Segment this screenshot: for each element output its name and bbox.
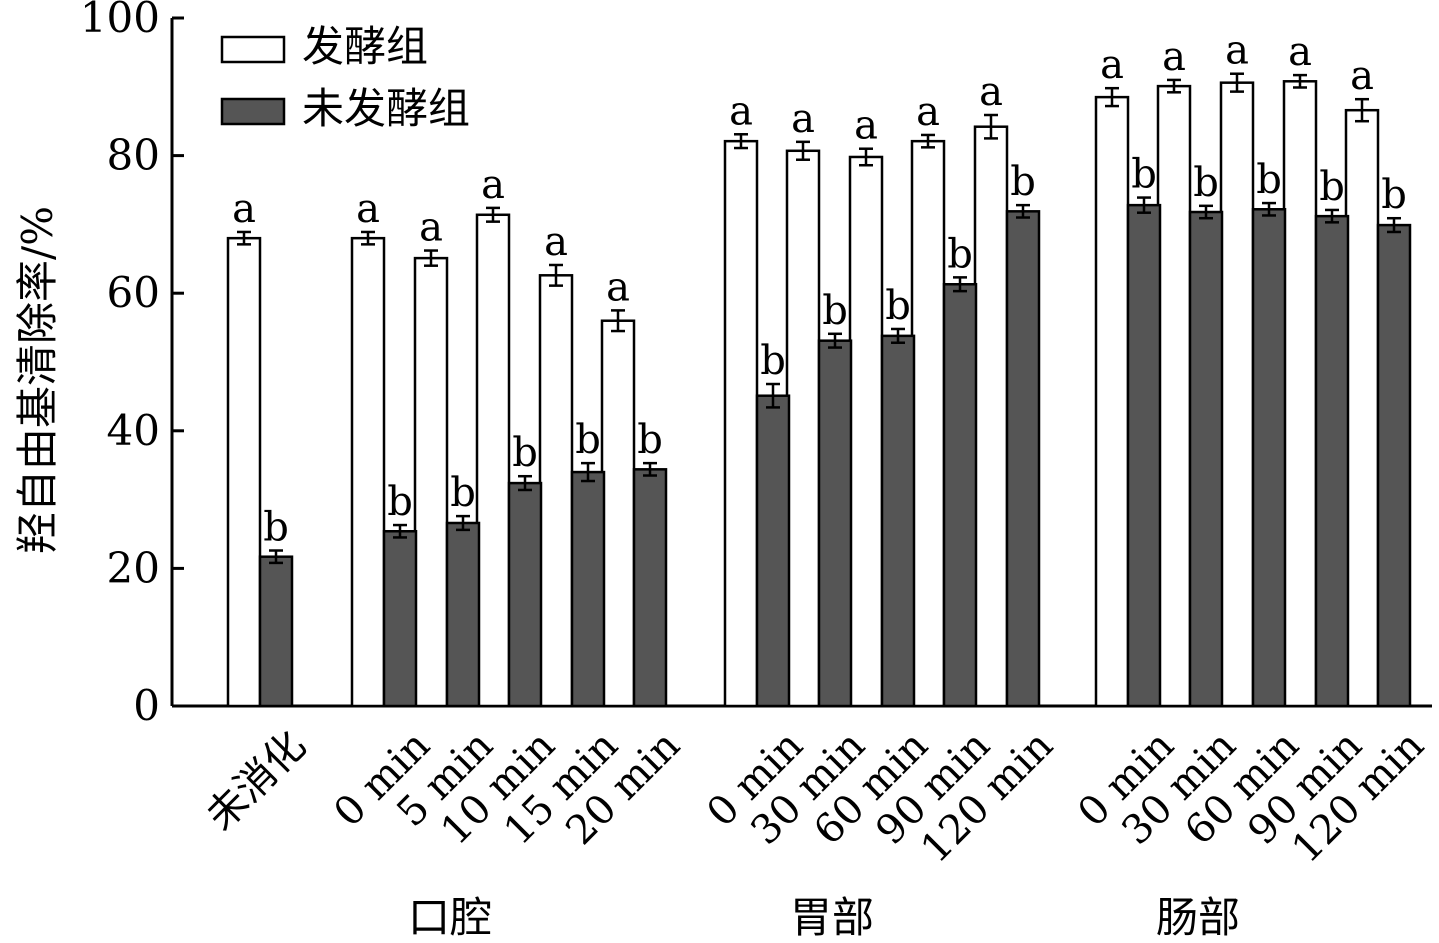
significance-label: b xyxy=(1256,157,1282,203)
bar-fermented xyxy=(848,155,884,708)
bar-unfermented xyxy=(755,394,791,708)
bar-unfermented xyxy=(632,468,668,708)
significance-label: a xyxy=(606,264,630,310)
bar-fermented xyxy=(973,125,1009,708)
significance-label: a xyxy=(544,219,568,265)
legend-swatch-unfermented xyxy=(220,97,286,126)
significance-label: b xyxy=(1131,152,1157,198)
significance-label: b xyxy=(760,338,786,384)
bar-unfermented xyxy=(817,339,853,708)
y-tick-label: 100 xyxy=(80,0,160,42)
bar-fermented xyxy=(723,139,759,708)
significance-label: a xyxy=(1288,29,1312,75)
significance-label: b xyxy=(1193,160,1219,206)
y-tick-label: 0 xyxy=(133,681,160,730)
bar-fermented xyxy=(910,139,946,708)
category-label: 未消化 xyxy=(197,722,314,839)
bar-unfermented xyxy=(1251,208,1287,708)
bar-fermented xyxy=(538,274,574,708)
significance-label: a xyxy=(1100,42,1124,88)
significance-label: b xyxy=(450,470,476,516)
significance-label: a xyxy=(1350,53,1374,99)
significance-label: b xyxy=(387,479,413,525)
significance-label: b xyxy=(822,288,848,334)
bar-fermented xyxy=(475,213,511,708)
significance-label: b xyxy=(512,430,538,476)
bar-fermented xyxy=(600,319,636,708)
bar-unfermented xyxy=(507,481,543,708)
group-label: 口腔 xyxy=(408,893,492,942)
bar-unfermented xyxy=(570,470,606,708)
group-label: 胃部 xyxy=(790,893,874,942)
significance-label: a xyxy=(419,205,443,251)
bar-unfermented xyxy=(445,521,481,708)
significance-label: a xyxy=(1225,28,1249,74)
bar-fermented xyxy=(785,149,821,708)
bar-fermented xyxy=(1219,81,1255,708)
y-tick-label: 60 xyxy=(107,268,160,317)
legend-label: 发酵组 xyxy=(302,22,428,71)
significance-label: a xyxy=(854,103,878,149)
significance-label: b xyxy=(575,417,601,463)
y-tick-label: 40 xyxy=(107,406,160,455)
significance-label: b xyxy=(637,417,663,463)
bar-unfermented xyxy=(880,334,916,708)
bar-fermented xyxy=(1282,80,1318,708)
significance-label: b xyxy=(1319,164,1345,210)
bar-fermented xyxy=(350,236,386,708)
bar-fermented xyxy=(1094,95,1130,708)
bar-unfermented xyxy=(1126,203,1162,708)
significance-label: b xyxy=(1381,172,1407,218)
significance-label: a xyxy=(356,186,380,232)
y-tick-label: 80 xyxy=(107,131,160,180)
bar-unfermented xyxy=(1314,214,1350,708)
y-axis-label: 羟自由基清除率/% xyxy=(13,206,62,554)
significance-label: a xyxy=(729,88,753,134)
group-label: 肠部 xyxy=(1156,893,1240,942)
significance-label: a xyxy=(481,162,505,208)
bar-fermented xyxy=(1156,84,1192,708)
bar-fermented xyxy=(1344,108,1380,708)
y-tick-label: 20 xyxy=(107,543,160,592)
bar-unfermented xyxy=(382,529,418,708)
bar-unfermented xyxy=(1005,210,1041,708)
bar-fermented xyxy=(226,236,262,708)
significance-label: a xyxy=(791,96,815,142)
significance-label: b xyxy=(263,505,289,551)
significance-label: b xyxy=(885,283,911,329)
significance-label: a xyxy=(232,186,256,232)
significance-label: a xyxy=(979,69,1003,115)
significance-label: b xyxy=(947,231,973,277)
significance-label: b xyxy=(1010,159,1036,205)
bar-unfermented xyxy=(1376,223,1412,708)
bar-unfermented xyxy=(1188,210,1224,708)
significance-label: a xyxy=(916,89,940,135)
legend-label: 未发酵组 xyxy=(302,84,470,133)
legend-swatch-fermented xyxy=(220,35,286,64)
bar-unfermented xyxy=(258,555,294,708)
bar-unfermented xyxy=(942,283,978,708)
bar-fermented xyxy=(413,256,449,708)
axes: 0 20 40 60 80 100 xyxy=(80,0,1432,730)
significance-label: a xyxy=(1162,34,1186,80)
